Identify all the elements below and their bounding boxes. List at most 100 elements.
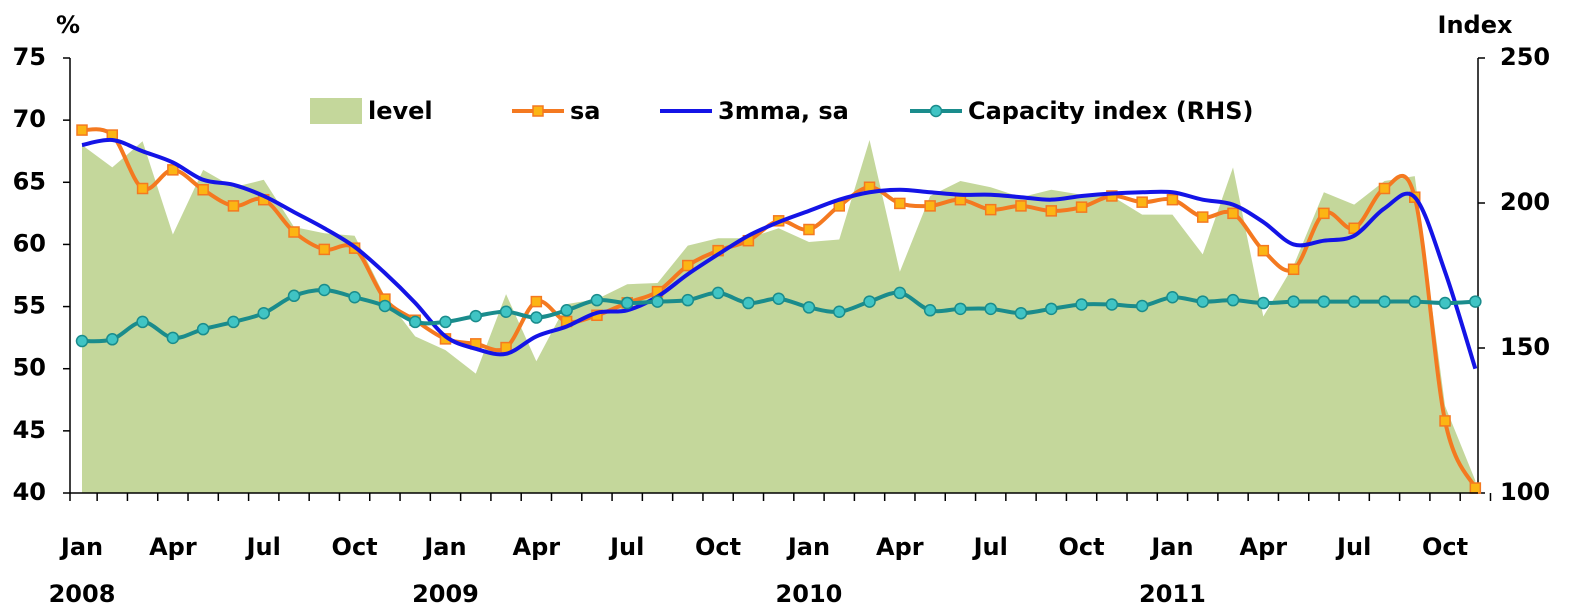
y2-tick-label: 100	[1500, 478, 1550, 506]
x-tick-label: Apr	[513, 533, 561, 561]
marker	[469, 309, 483, 323]
marker	[1166, 291, 1179, 304]
area	[82, 140, 1476, 493]
y-tick-label: 45	[13, 416, 46, 444]
marker	[802, 301, 816, 314]
marker	[1439, 415, 1451, 427]
y-tick-label: 40	[13, 478, 46, 506]
y-tick-label: 60	[13, 229, 46, 257]
marker	[136, 315, 149, 329]
marker	[560, 304, 573, 317]
marker	[196, 322, 210, 336]
y2-tick-label: 250	[1500, 43, 1550, 71]
marker	[166, 331, 180, 345]
marker	[227, 315, 240, 329]
marker	[590, 293, 604, 307]
marker	[893, 286, 907, 300]
marker	[1135, 299, 1149, 313]
marker	[318, 243, 331, 256]
marker	[863, 295, 876, 308]
marker	[682, 259, 694, 272]
marker	[1075, 298, 1088, 311]
marker	[803, 223, 815, 236]
marker	[1105, 298, 1119, 311]
marker	[76, 124, 88, 136]
marker	[318, 283, 331, 297]
marker	[1257, 296, 1270, 310]
marker	[499, 305, 513, 318]
x-tick-label: Jan	[422, 533, 466, 561]
marker	[923, 304, 937, 317]
year-label: 2010	[776, 580, 843, 608]
marker	[1136, 196, 1148, 208]
x-tick-label: Oct	[1422, 533, 1468, 561]
y2-tick-label: 150	[1500, 333, 1550, 361]
x-tick-label: Jul	[1335, 533, 1371, 561]
legend-marker	[929, 104, 943, 118]
x-tick-label: Apr	[149, 533, 197, 561]
marker	[167, 164, 179, 176]
marker	[954, 302, 967, 316]
marker	[1318, 207, 1330, 220]
marker	[1378, 182, 1391, 195]
marker	[620, 296, 634, 310]
y2-tick-label: 200	[1500, 188, 1550, 216]
marker	[1015, 200, 1027, 212]
marker	[197, 183, 209, 196]
marker	[1378, 295, 1391, 308]
marker	[1226, 293, 1240, 307]
marker	[984, 203, 997, 216]
marker	[984, 302, 997, 316]
marker	[1196, 295, 1209, 308]
x-tick-label: Jan	[786, 533, 830, 561]
marker	[288, 226, 300, 238]
marker	[742, 296, 755, 310]
x-tick-label: Jul	[972, 533, 1008, 561]
line	[81, 137, 1478, 370]
x-tick-label: Jan	[1149, 533, 1193, 561]
marker	[924, 200, 936, 212]
marker	[894, 197, 906, 210]
marker	[227, 200, 240, 212]
marker	[530, 295, 543, 308]
year-label: 2011	[1139, 580, 1206, 608]
marker	[530, 311, 543, 324]
marker	[1227, 207, 1239, 220]
marker	[408, 315, 422, 329]
marker	[257, 306, 270, 320]
marker	[1287, 295, 1300, 308]
marker	[1106, 190, 1118, 202]
marker	[439, 315, 452, 329]
y-tick-label: 55	[13, 292, 46, 320]
marker	[1166, 193, 1179, 206]
marker	[1408, 295, 1422, 308]
y2-axis-label: Index	[1438, 11, 1513, 39]
x-tick-label: Oct	[695, 533, 741, 561]
marker	[106, 333, 119, 346]
legend-label: sa	[570, 97, 600, 125]
legend-marker	[532, 105, 544, 117]
y-axis-label: %	[56, 11, 80, 39]
marker	[1347, 295, 1361, 308]
marker	[378, 299, 392, 313]
year-label: 2008	[49, 580, 116, 608]
x-tick-label: Oct	[332, 533, 378, 561]
marker	[1075, 201, 1088, 213]
x-tick-label: Oct	[1059, 533, 1105, 561]
y-tick-label: 75	[13, 43, 46, 71]
marker	[1469, 482, 1482, 494]
marker	[772, 292, 785, 305]
x-tick-label: Jul	[608, 533, 644, 561]
marker	[1196, 211, 1209, 223]
marker	[75, 334, 89, 348]
marker	[348, 291, 361, 304]
marker	[1287, 263, 1300, 276]
marker	[1438, 296, 1452, 310]
legend-label: Capacity index (RHS)	[968, 97, 1254, 125]
marker	[1045, 302, 1058, 316]
x-tick-label: Apr	[1240, 533, 1288, 561]
marker	[1469, 295, 1482, 308]
y-tick-label: 70	[13, 105, 46, 133]
marker	[1045, 205, 1058, 217]
